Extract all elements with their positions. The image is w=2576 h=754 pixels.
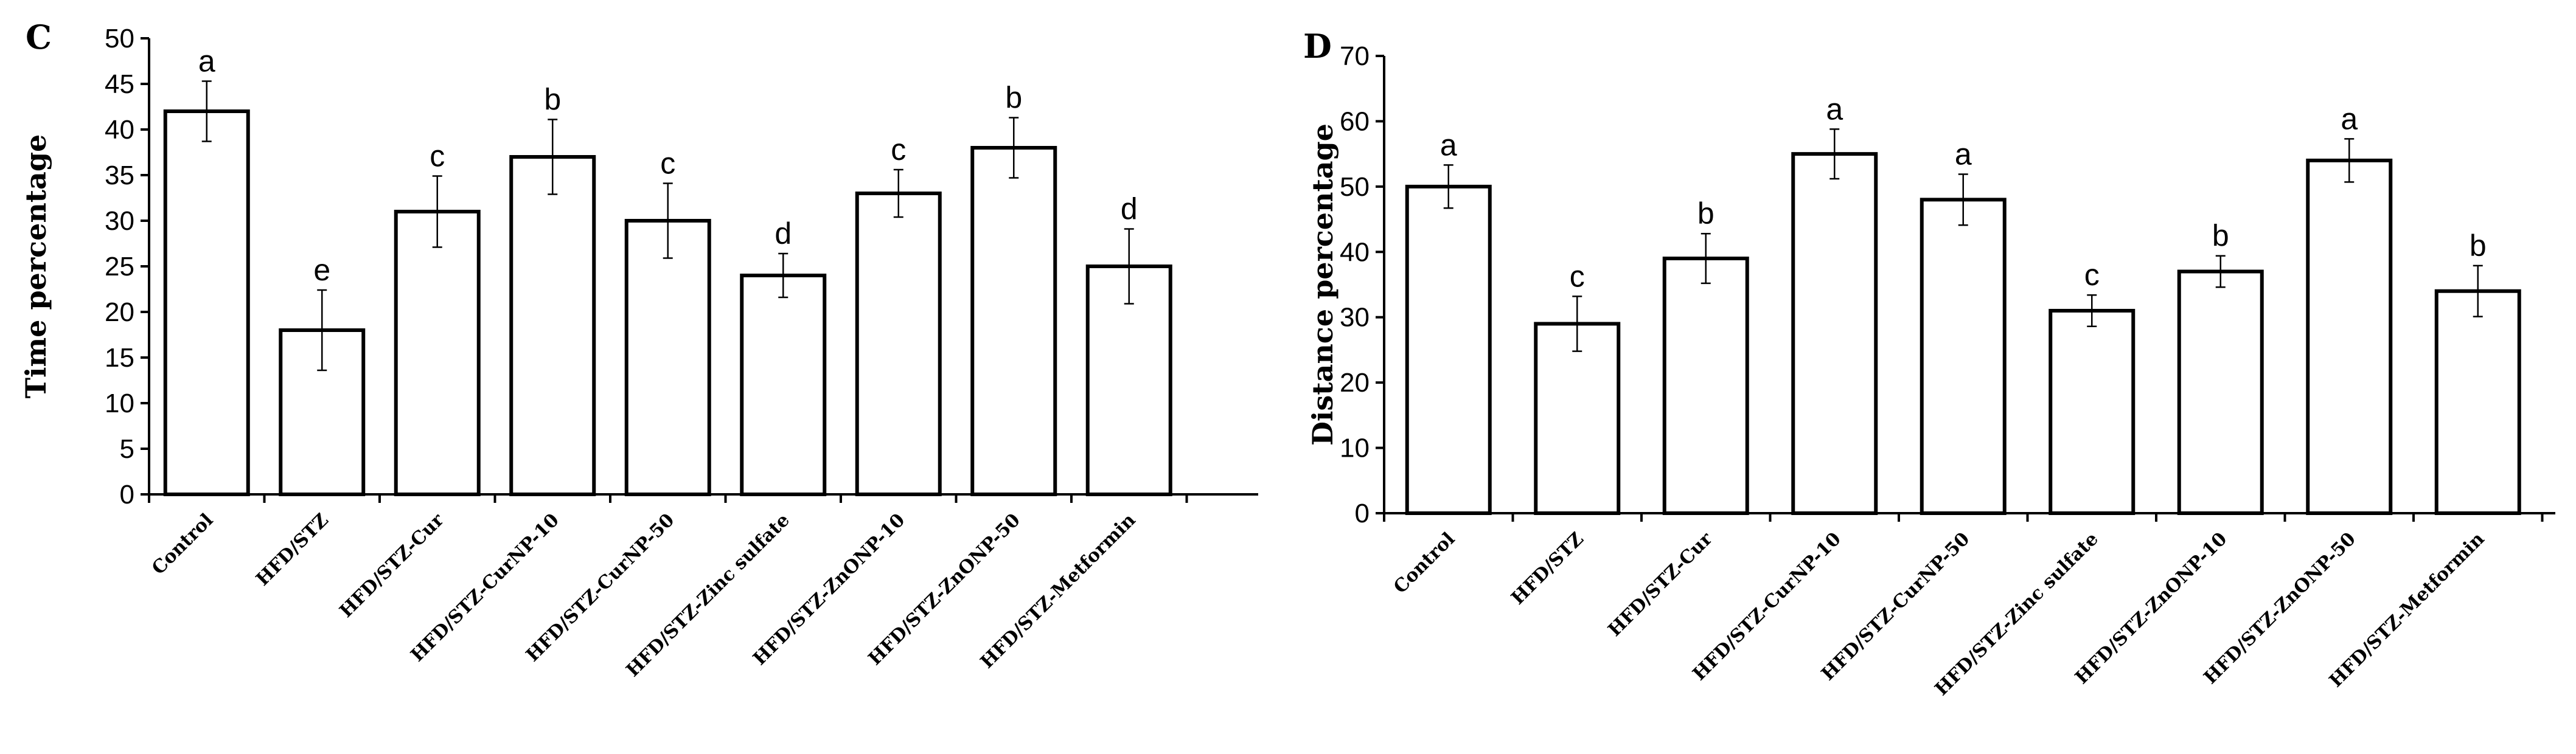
x-tick-label: Control	[1390, 528, 1459, 598]
y-axis-label: Distance percentage	[1306, 123, 1339, 446]
bar	[2177, 269, 2264, 515]
bar	[2306, 158, 2393, 515]
y-tick-label: 0	[120, 480, 134, 510]
x-tick-label: HFD/STZ-Cur	[336, 509, 449, 622]
bar	[624, 219, 711, 496]
y-tick-label: 20	[105, 297, 134, 327]
significance-letter: e	[313, 253, 330, 287]
significance-letter: c	[430, 139, 445, 173]
x-tick-label: HFD/STZ	[1507, 528, 1588, 609]
bar	[163, 109, 250, 496]
panel-letter: C	[26, 18, 52, 57]
y-tick-label: 45	[105, 69, 134, 99]
x-tick-label: HFD/STZ	[252, 510, 333, 590]
significance-letter: b	[2470, 229, 2487, 263]
y-tick-label: 50	[105, 24, 134, 54]
bar	[1405, 184, 1492, 516]
significance-letter: c	[2084, 258, 2100, 292]
x-tick-label: HFD/STZ-ZnONP-50	[2200, 528, 2360, 688]
y-tick-label: 40	[105, 115, 134, 145]
significance-letter: c	[660, 147, 675, 181]
y-axis-label: Time percentage	[19, 134, 52, 399]
x-tick-label: HFD/STZ-ZnONP-10	[2071, 528, 2231, 688]
bar	[1662, 257, 1749, 515]
y-tick-label: 70	[1340, 41, 1370, 71]
panel-letter: D	[1303, 27, 1332, 66]
significance-letter: a	[198, 44, 215, 78]
significance-letter: a	[1955, 137, 1972, 171]
significance-letter: b	[1697, 196, 1714, 230]
significance-letter: d	[775, 216, 792, 251]
significance-letter: d	[1121, 192, 1138, 226]
bar	[394, 210, 481, 496]
y-tick-label: 0	[1355, 499, 1370, 528]
significance-letter: b	[1005, 81, 1022, 115]
y-tick-label: 30	[1340, 303, 1370, 333]
y-tick-label: 15	[105, 343, 134, 373]
x-tick-label: HFD/STZ-CurNP-50	[1817, 528, 1974, 685]
significance-letter: a	[2341, 102, 2358, 136]
significance-letter: c	[1570, 259, 1585, 293]
significance-letter: a	[1440, 128, 1457, 162]
significance-letter: c	[891, 133, 906, 167]
panel-d: D Distance percentage 0 10 20 30 40 50 60 70 a Cont…	[1303, 27, 2555, 700]
y-tick-label: 25	[105, 252, 134, 282]
bar	[970, 146, 1057, 496]
bar	[2434, 289, 2521, 515]
bar	[1534, 322, 1621, 515]
bar	[740, 274, 827, 496]
bar	[1791, 152, 1878, 515]
significance-letter: a	[1826, 92, 1843, 126]
y-tick-label: 50	[1340, 172, 1370, 202]
panel-c: C Time percentage 0 5 10 15 20 25 30 35 40 45 50 a Con…	[19, 18, 1258, 681]
y-tick-label: 10	[1340, 434, 1370, 463]
y-tick-label: 30	[105, 206, 134, 236]
y-tick-label: 10	[105, 389, 134, 418]
bar	[2049, 308, 2136, 515]
bar	[855, 192, 942, 496]
bar	[509, 155, 596, 496]
bar	[1920, 198, 2007, 516]
y-tick-label: 5	[120, 434, 134, 464]
x-tick-label: HFD/STZ-Cur	[1604, 528, 1718, 641]
x-tick-label: HFD/STZ-CurNP-10	[1689, 528, 1845, 685]
significance-letter: b	[2212, 219, 2229, 253]
y-tick-label: 35	[105, 161, 134, 190]
y-tick-label: 20	[1340, 368, 1370, 398]
y-tick-label: 40	[1340, 237, 1370, 267]
x-tick-label: Control	[148, 510, 217, 579]
y-tick-label: 60	[1340, 106, 1370, 136]
significance-letter: b	[544, 83, 561, 117]
